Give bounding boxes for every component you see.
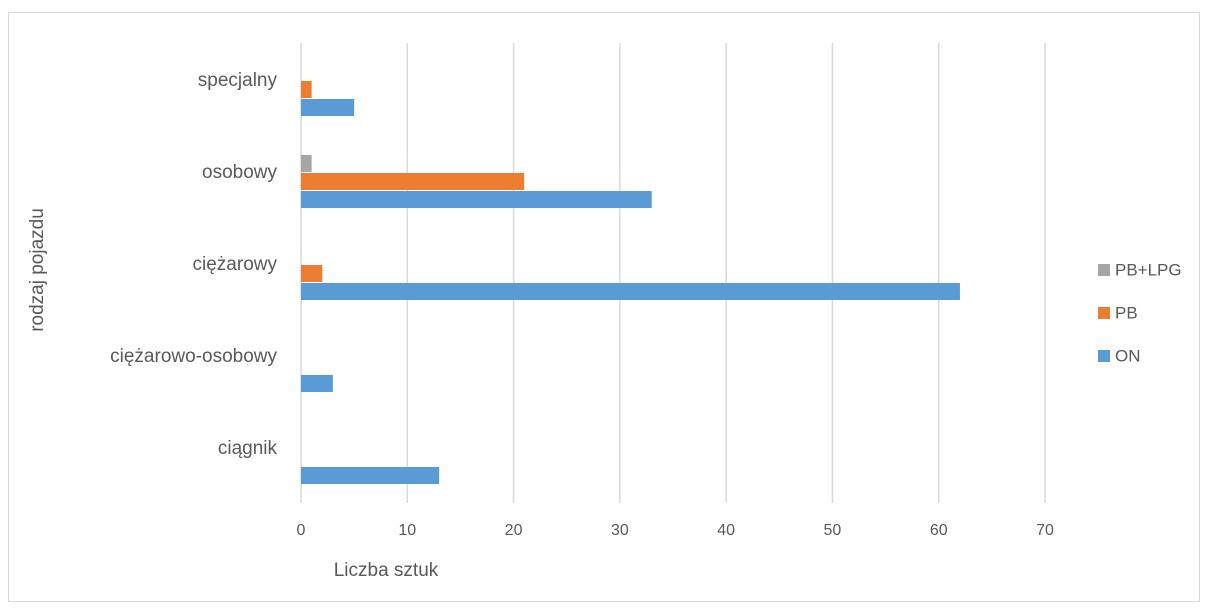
x-tick-label: 20	[505, 522, 523, 539]
legend-label-on: ON	[1115, 346, 1141, 365]
y-tick-label: specjalny	[198, 70, 278, 91]
bar-pb-2	[301, 265, 323, 282]
chart-area: 0 10 20 30 40 50 60 70 ciągnik ciężarowo-osobowy c…	[8, 12, 1200, 602]
y-tick-label: osobowy	[202, 162, 277, 183]
y-tick-label: ciężarowo-osobowy	[110, 346, 277, 367]
legend-swatch-pb-lpg	[1098, 264, 1110, 276]
x-tick-label: 40	[717, 522, 735, 539]
bar-on-3	[301, 191, 652, 208]
x-axis-title: Liczba sztuk	[334, 560, 439, 581]
x-tick-label: 70	[1036, 522, 1054, 539]
bar-on-4	[301, 99, 355, 116]
legend-label-pb-lpg: PB+LPG	[1115, 260, 1182, 279]
legend-label-pb: PB	[1115, 303, 1138, 322]
y-axis-title: rodzaj pojazdu	[27, 208, 48, 332]
legend-swatch-pb	[1098, 307, 1110, 319]
bar-on-0	[301, 467, 440, 484]
x-tick-label: 50	[824, 522, 842, 539]
chart-svg: 0 10 20 30 40 50 60 70 ciągnik ciężarowo-osobowy c…	[27, 43, 1182, 581]
x-tick-label: 10	[398, 522, 416, 539]
legend-swatch-on	[1098, 350, 1110, 362]
x-tick-label: 0	[297, 522, 306, 539]
bar-pb-4	[301, 81, 312, 98]
bar-on-1	[301, 375, 333, 392]
bars	[301, 81, 960, 484]
x-tick-label: 60	[930, 522, 948, 539]
y-tick-label: ciągnik	[218, 438, 278, 459]
bar-pb-3	[301, 173, 525, 190]
gridlines	[300, 43, 1046, 503]
tick-labels: 0 10 20 30 40 50 60 70 ciągnik ciężarowo-osobowy c…	[110, 70, 1054, 539]
x-tick-label: 30	[611, 522, 629, 539]
bar-on-2	[301, 283, 960, 300]
legend: PB+LPG PB ON	[1098, 260, 1182, 365]
bar-pb-lpg-3	[301, 155, 312, 172]
y-tick-label: ciężarowy	[193, 254, 278, 275]
